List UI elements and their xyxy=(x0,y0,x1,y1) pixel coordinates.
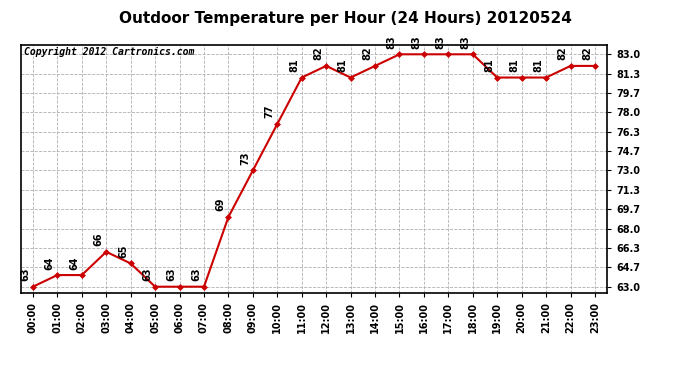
Text: 82: 82 xyxy=(582,47,592,60)
Text: 63: 63 xyxy=(167,268,177,281)
Text: 66: 66 xyxy=(93,233,104,246)
Text: 82: 82 xyxy=(313,47,324,60)
Text: Copyright 2012 Cartronics.com: Copyright 2012 Cartronics.com xyxy=(23,48,194,57)
Text: 65: 65 xyxy=(118,244,128,258)
Text: 83: 83 xyxy=(460,35,470,49)
Text: 64: 64 xyxy=(45,256,55,270)
Text: 81: 81 xyxy=(509,58,519,72)
Text: 77: 77 xyxy=(264,105,275,118)
Text: 82: 82 xyxy=(558,47,568,60)
Text: 82: 82 xyxy=(362,47,373,60)
Text: 81: 81 xyxy=(338,58,348,72)
Text: 81: 81 xyxy=(484,58,495,72)
Text: 69: 69 xyxy=(216,198,226,211)
Text: 63: 63 xyxy=(142,268,152,281)
Text: 63: 63 xyxy=(20,268,30,281)
Text: Outdoor Temperature per Hour (24 Hours) 20120524: Outdoor Temperature per Hour (24 Hours) … xyxy=(119,11,571,26)
Text: 81: 81 xyxy=(533,58,543,72)
Text: 73: 73 xyxy=(240,152,250,165)
Text: 63: 63 xyxy=(191,268,201,281)
Text: 83: 83 xyxy=(411,35,421,49)
Text: 81: 81 xyxy=(289,58,299,72)
Text: 83: 83 xyxy=(435,35,446,49)
Text: 83: 83 xyxy=(386,35,397,49)
Text: 64: 64 xyxy=(69,256,79,270)
